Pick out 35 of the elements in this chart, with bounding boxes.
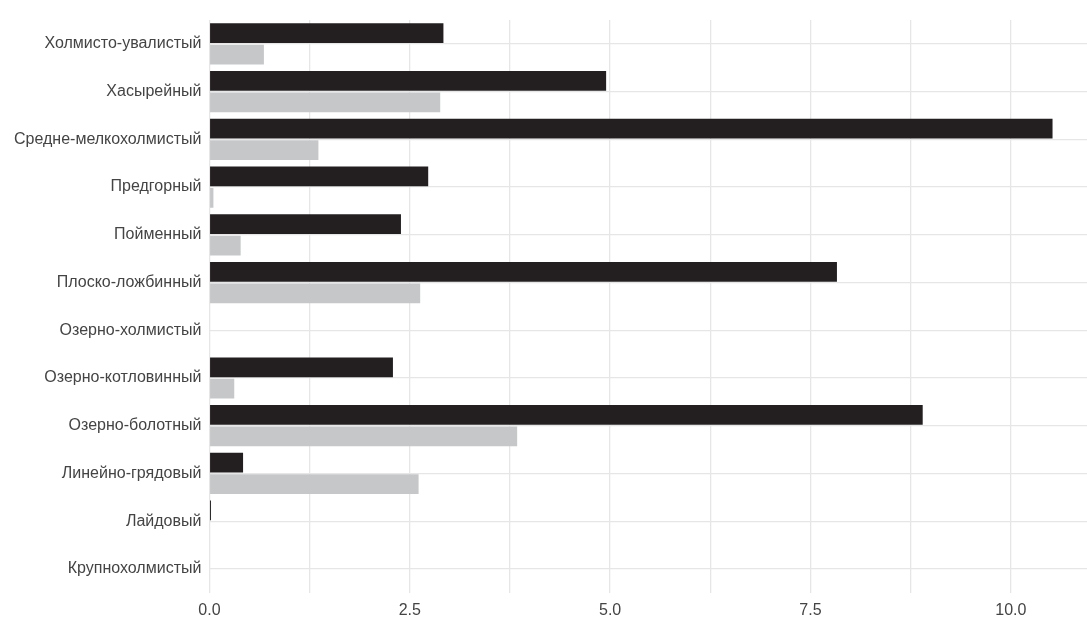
y-tick-label: Озерно-болотный [68, 416, 202, 434]
y-tick-label: Лайдовый [125, 511, 202, 529]
x-tick-label: 0.0 [198, 600, 221, 618]
x-tick-label: 7.5 [799, 600, 822, 618]
y-tick-label: Крупнохолмистый [67, 559, 202, 577]
bar [210, 187, 214, 208]
bar [210, 166, 429, 187]
bar [210, 140, 319, 160]
x-tick-label: 2.5 [398, 600, 421, 618]
y-tick-label: Озерно-холмистый [59, 320, 202, 338]
y-tick-label: Плоско-ложбинный [56, 272, 202, 290]
y-tick-label: Предгорный [110, 177, 202, 195]
bar [210, 92, 441, 113]
y-tick-label: Хасырейный [106, 82, 202, 100]
bar [210, 261, 837, 282]
bar [210, 44, 264, 65]
bar [210, 70, 607, 91]
bar [210, 283, 421, 304]
bar [210, 118, 1053, 139]
bar [210, 235, 241, 256]
bar [210, 23, 444, 44]
y-tick-label: Холмисто-увалистый [44, 34, 202, 52]
x-tick-label: 5.0 [599, 600, 622, 618]
y-tick-label: Линейно-грядовый [61, 463, 202, 481]
bar [210, 426, 518, 447]
y-tick-label: Озерно-котловинный [44, 368, 202, 386]
bar [210, 214, 401, 234]
y-tick-label: Средне-мелкохолмистый [14, 129, 202, 147]
bar [210, 405, 923, 425]
bar [210, 357, 393, 378]
bar [210, 474, 419, 495]
bar [210, 378, 235, 399]
x-tick-label: 10.0 [995, 600, 1027, 618]
bar [210, 452, 244, 473]
y-tick-label: Пойменный [114, 225, 202, 243]
